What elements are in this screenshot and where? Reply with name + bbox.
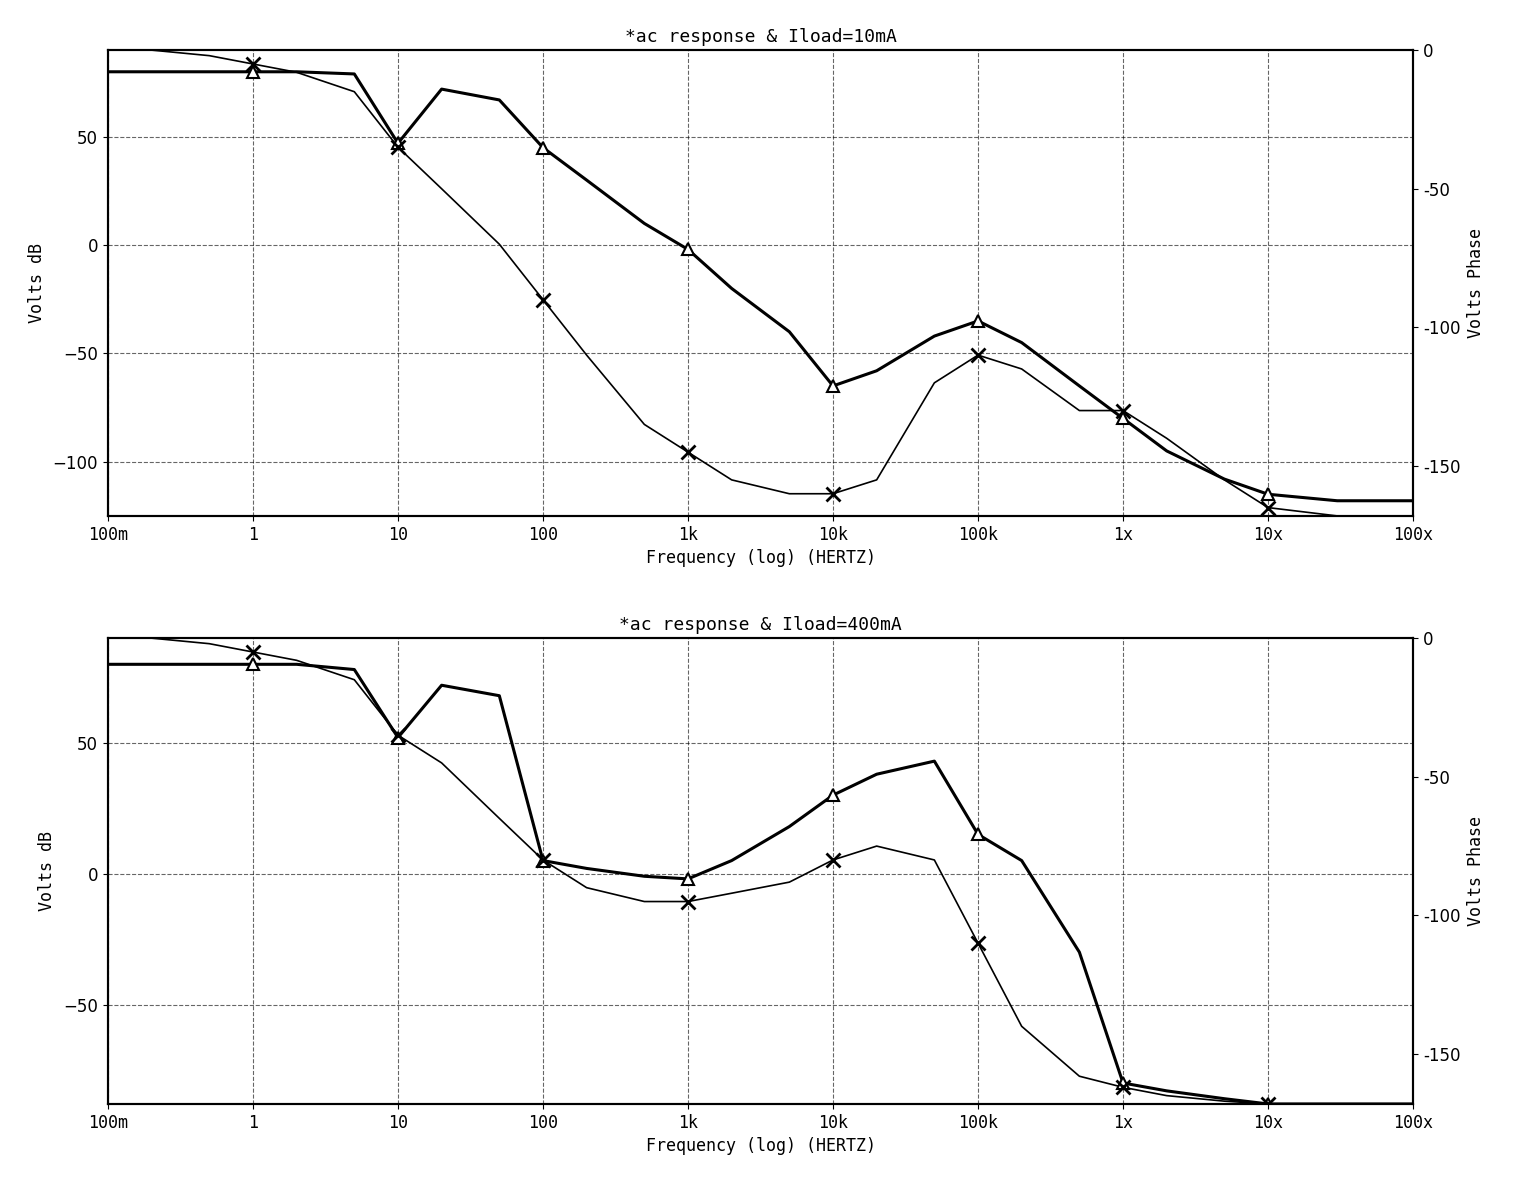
X-axis label: Frequency (log) (HERTZ): Frequency (log) (HERTZ)	[646, 549, 876, 567]
Title: *ac response & Iload=10mA: *ac response & Iload=10mA	[625, 27, 896, 46]
X-axis label: Frequency (log) (HERTZ): Frequency (log) (HERTZ)	[646, 1137, 876, 1156]
Title: *ac response & Iload=400mA: *ac response & Iload=400mA	[619, 616, 902, 634]
Y-axis label: Volts Phase: Volts Phase	[1468, 816, 1486, 926]
Y-axis label: Volts dB: Volts dB	[38, 830, 56, 911]
Y-axis label: Volts Phase: Volts Phase	[1468, 228, 1486, 338]
Y-axis label: Volts dB: Volts dB	[27, 243, 45, 323]
